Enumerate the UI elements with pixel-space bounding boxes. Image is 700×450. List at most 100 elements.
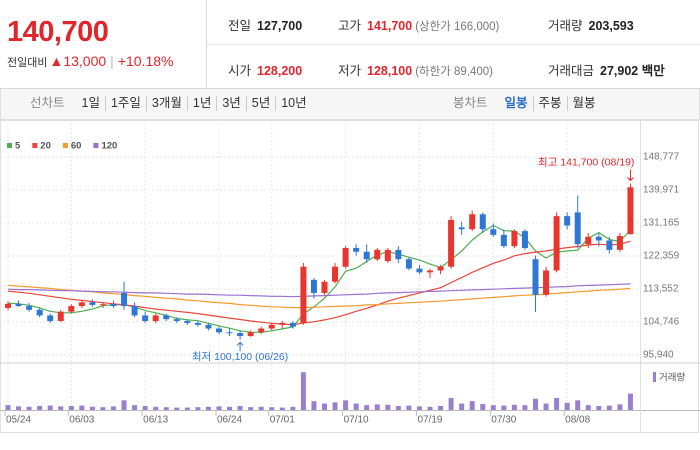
volume-bar [554,397,560,410]
candle-body [300,266,307,323]
candle-body [142,315,149,322]
volume-bar [237,405,243,410]
candle-body [395,249,402,260]
stat-value: 203,593 [588,19,634,33]
period-button[interactable]: 1주일 [104,96,146,111]
candle-body [15,303,22,307]
candle-body [437,266,444,271]
candle-body [405,259,412,269]
volume-bar [427,406,433,410]
stat-value: 27,902 백만 [600,64,665,78]
stat-value: 141,700 [367,19,413,33]
candle-body [194,322,201,325]
candle-body [268,324,275,329]
volume-legend-swatch [653,372,656,382]
stat-value: 128,200 [257,64,303,78]
volume-bar [501,405,507,410]
low-arrow [236,341,244,352]
price-panel: 140,700 전일대비 ▲13,000 | +10.18% [0,0,207,88]
candle-body [78,302,85,307]
candle-body [448,219,455,267]
candle-body [532,259,539,295]
x-tick-label: 08/08 [565,415,590,426]
candle-body [595,236,602,241]
candle-body [332,266,339,282]
volume-bar [575,400,581,410]
volume-bar [300,372,306,410]
volume-bar [469,401,475,410]
period-button[interactable]: 5년 [245,96,275,111]
volume-bar [606,405,612,410]
y-tick-label: 113,552 [643,284,679,295]
candle-body [247,332,254,337]
volume-bar [132,405,138,410]
volume-bar [406,405,412,410]
stat: 거래량 203,593 [548,15,634,34]
change-label: 전일대비 [7,57,48,69]
period-button[interactable]: 일봉 [504,96,528,110]
candle-body [427,270,433,273]
candle-body [258,328,265,333]
period-button[interactable]: 월봉 [566,96,601,111]
candle-body [289,322,296,327]
volume-bar [111,406,116,410]
candle-body [216,328,222,333]
candle-body [342,247,349,267]
high-annotation: 최고 141,700 (08/19) [538,156,634,168]
low-annotation: 최저 100,100 (06/26) [192,351,288,363]
chart-kind: 봉차트 [453,96,488,110]
moving-average-line [7,283,631,298]
period-button[interactable]: 10년 [275,96,311,111]
chart-toolbar: 선차트 1일 1주일 3개월 1년 3년 5년 10년 봉차트 일봉 주봉 월봉 [0,89,700,120]
x-tick-label: 07/19 [417,415,442,426]
y-tick-label: 148,777 [643,152,680,163]
candle-body [564,216,571,226]
x-tick-label: 06/24 [217,415,242,426]
stat-note: (상한가 166,000) [415,21,500,33]
volume-bar [174,407,180,410]
candle-body [226,332,233,334]
volume-bar [216,406,222,410]
volume-bar [184,407,190,410]
period-button[interactable]: 1일 [81,96,100,110]
volume-bar [343,400,349,410]
stat: 저가 128,100 (하한가 89,400) [338,60,493,79]
candle-body [121,292,128,307]
period-button[interactable]: 3년 [216,96,245,111]
volume-bar [511,404,517,410]
candle-body [173,319,180,322]
legend-label: 20 [40,141,51,152]
candle-body [585,236,592,245]
candle-body [553,216,560,271]
legend-swatch [32,143,38,148]
candle-body [152,315,159,322]
line-chart-periods: 선차트 1일 1주일 3개월 1년 3년 5년 10년 [25,96,312,111]
candle-body [490,229,497,235]
candle-body [110,304,117,307]
stat-value: 128,100 [367,64,413,78]
candle-body [47,315,54,322]
volume-bar [332,402,338,410]
stat-note: (하한가 89,400) [415,66,493,78]
candle-body [511,231,518,247]
candle-body [374,249,381,260]
y-tick-label: 122,359 [643,251,680,262]
volume-bar [438,405,444,410]
y-tick-label: 104,746 [643,317,680,328]
candle-chart-periods: 봉차트 일봉 주봉 월봉 [448,96,601,111]
period-button[interactable]: 1년 [186,96,216,111]
stat: 고가 141,700 (상한가 166,000) [338,15,499,34]
volume-bar [290,406,296,410]
period-button[interactable]: 3개월 [145,96,187,111]
candle-body [458,227,465,230]
stat-label: 시가 [228,64,252,78]
volume-bar [227,406,233,410]
volume-bar [627,393,633,410]
volume-bar [142,405,148,410]
stat: 전일 127,700 [228,15,302,34]
volume-bar [195,407,201,410]
chart-kind: 선차트 [30,96,65,110]
candle-body [321,281,328,293]
period-button[interactable]: 주봉 [532,96,567,111]
